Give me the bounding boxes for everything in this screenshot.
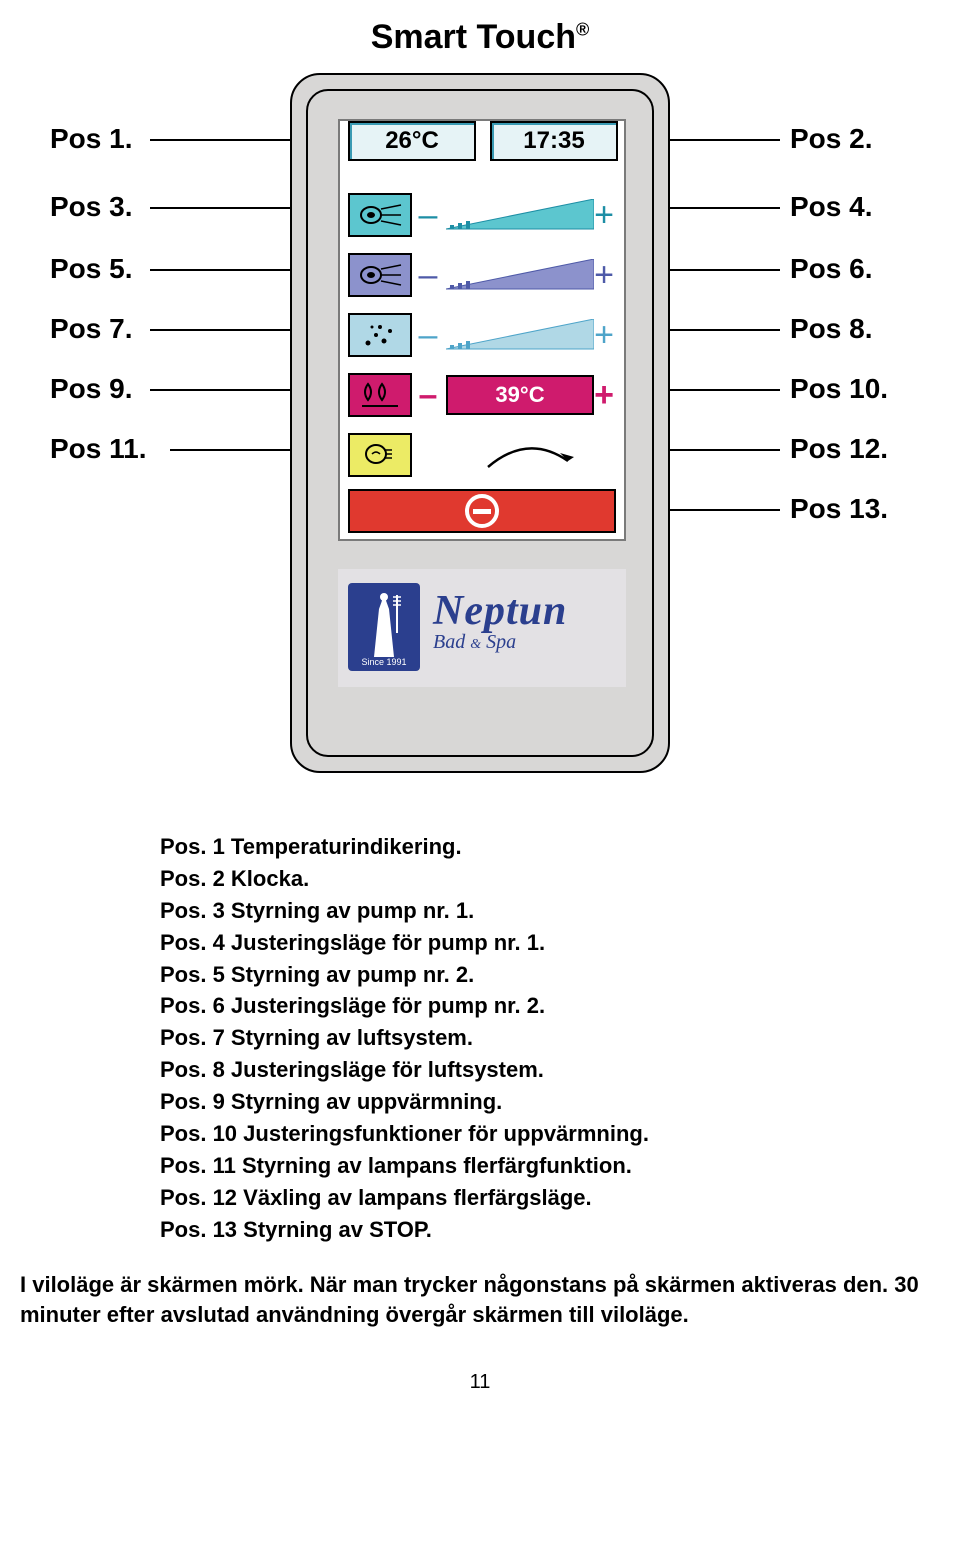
- brand-logo-panel: Since 1991 Neptun Bad & Spa: [338, 569, 626, 687]
- pump1-level[interactable]: [446, 199, 594, 231]
- page-title: Smart Touch®: [0, 18, 960, 57]
- jet-icon: [357, 261, 403, 289]
- device-inner-frame: 26°C 17:35 –: [306, 89, 654, 757]
- pump1-plus[interactable]: +: [592, 193, 616, 237]
- title-text: Smart Touch: [371, 18, 576, 56]
- logo-badge: Since 1991: [348, 583, 420, 671]
- pos-label-11: Pos 11.: [50, 433, 147, 465]
- time-display[interactable]: 17:35: [490, 121, 618, 161]
- logo-brand: Neptun: [433, 587, 567, 635]
- pump2-minus[interactable]: –: [416, 253, 440, 297]
- legend-item: Pos. 8 Justeringsläge för luftsystem.: [160, 1054, 900, 1086]
- legend-item: Pos. 11 Styrning av lampans flerfärgfunk…: [160, 1150, 900, 1182]
- pos-label-1: Pos 1.: [50, 123, 132, 155]
- stop-icon: [465, 494, 499, 528]
- pump1-row: – +: [348, 193, 616, 243]
- pump2-button[interactable]: [348, 253, 412, 297]
- pump1-minus[interactable]: –: [416, 193, 440, 237]
- legend-item: Pos. 10 Justeringsfunktioner för uppvärm…: [160, 1118, 900, 1150]
- device-frame: 26°C 17:35 –: [290, 73, 670, 773]
- page-number: 11: [0, 1371, 960, 1394]
- legend-item: Pos. 4 Justeringsläge för pump nr. 1.: [160, 927, 900, 959]
- logo-text: Neptun Bad & Spa: [433, 587, 567, 654]
- heat-plus[interactable]: +: [592, 373, 616, 417]
- stop-button[interactable]: [348, 489, 616, 533]
- air-row: – +: [348, 313, 616, 363]
- air-level[interactable]: [446, 319, 594, 351]
- air-plus[interactable]: +: [592, 313, 616, 357]
- logo-sub-post: Spa: [481, 631, 516, 653]
- pump2-level[interactable]: [446, 259, 594, 291]
- pump2-plus[interactable]: +: [592, 253, 616, 297]
- pos-label-6: Pos 6.: [790, 253, 872, 285]
- air-button[interactable]: [348, 313, 412, 357]
- title-sup: ®: [576, 20, 589, 40]
- pos-label-8: Pos 8.: [790, 313, 872, 345]
- legend-item: Pos. 13 Styrning av STOP.: [160, 1214, 900, 1246]
- heat-minus[interactable]: –: [416, 373, 440, 417]
- legend-item: Pos. 9 Styrning av uppvärmning.: [160, 1086, 900, 1118]
- pos-label-9: Pos 9.: [50, 373, 132, 405]
- heater-icon: [360, 380, 400, 410]
- heat-row: – 39°C +: [348, 373, 616, 423]
- pos-label-13: Pos 13.: [790, 493, 888, 525]
- legend-item: Pos. 6 Justeringsläge för pump nr. 2.: [160, 990, 900, 1022]
- legend-list: Pos. 1 Temperaturindikering. Pos. 2 Kloc…: [160, 831, 900, 1246]
- diagram: Pos 1. Pos 3. Pos 5. Pos 7. Pos 9. Pos 1…: [30, 73, 930, 793]
- pump1-button[interactable]: [348, 193, 412, 237]
- bubbles-icon: [360, 321, 400, 349]
- heat-button[interactable]: [348, 373, 412, 417]
- temp-display[interactable]: 26°C: [348, 121, 476, 161]
- logo-sub-pre: Bad: [433, 631, 470, 653]
- legend-item: Pos. 12 Växling av lampans flerfärgsläge…: [160, 1182, 900, 1214]
- legend-item: Pos. 2 Klocka.: [160, 863, 900, 895]
- legend-item: Pos. 5 Styrning av pump nr. 2.: [160, 959, 900, 991]
- light-row: [348, 433, 616, 483]
- heat-value: 39°C: [495, 382, 544, 408]
- pos-label-10: Pos 10.: [790, 373, 888, 405]
- temp-value: 26°C: [385, 127, 439, 155]
- light-cycle-button[interactable]: [468, 439, 588, 475]
- logo-sub-amp: &: [470, 637, 481, 652]
- pump2-row: – +: [348, 253, 616, 303]
- pos-label-5: Pos 5.: [50, 253, 132, 285]
- pos-label-4: Pos 4.: [790, 191, 872, 223]
- legend-item: Pos. 1 Temperaturindikering.: [160, 831, 900, 863]
- heat-display[interactable]: 39°C: [446, 375, 594, 415]
- pos-label-12: Pos 12.: [790, 433, 888, 465]
- logo-since: Since 1991: [361, 657, 406, 667]
- bulb-icon: [362, 440, 398, 470]
- pos-label-3: Pos 3.: [50, 191, 132, 223]
- legend-item: Pos. 3 Styrning av pump nr. 1.: [160, 895, 900, 927]
- footer-paragraph: I viloläge är skärmen mörk. När man tryc…: [20, 1270, 920, 1332]
- pos-label-7: Pos 7.: [50, 313, 132, 345]
- legend-item: Pos. 7 Styrning av luftsystem.: [160, 1022, 900, 1054]
- time-value: 17:35: [523, 127, 584, 155]
- touch-screen[interactable]: 26°C 17:35 –: [338, 119, 626, 541]
- pos-label-2: Pos 2.: [790, 123, 872, 155]
- air-minus[interactable]: –: [416, 313, 440, 357]
- jet-icon: [357, 201, 403, 229]
- light-button[interactable]: [348, 433, 412, 477]
